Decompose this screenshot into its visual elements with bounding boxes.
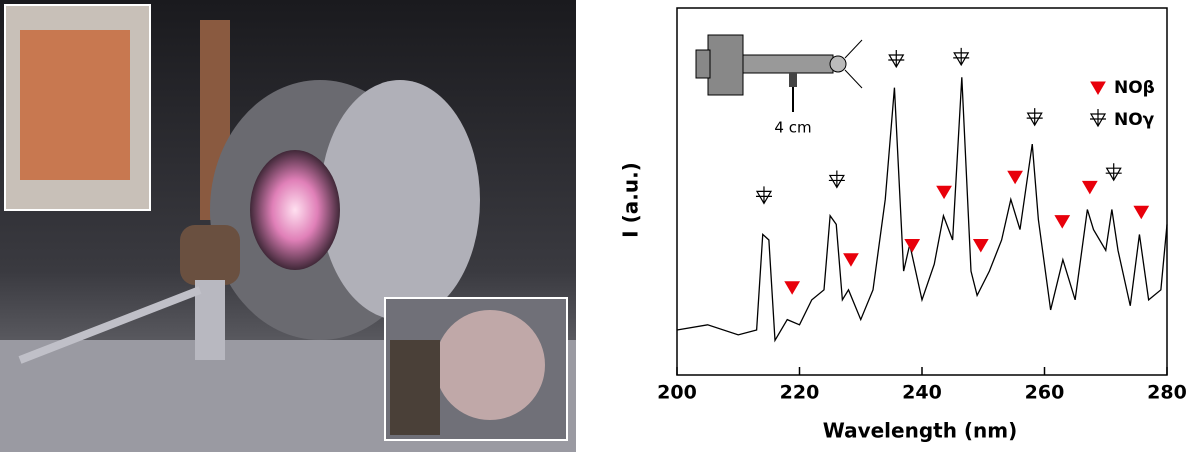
x-tick-label: 220 xyxy=(780,382,820,404)
chamber-window xyxy=(435,310,545,420)
legend-label: NOβ xyxy=(1114,78,1155,98)
page-body: {"chart_data": {"type": "line", "xlabel"… xyxy=(0,0,1197,452)
band-marker xyxy=(953,48,969,65)
torch-tube xyxy=(743,55,833,73)
band-marker xyxy=(905,240,919,252)
photo xyxy=(0,0,576,452)
band-marker xyxy=(1083,181,1097,193)
band-marker xyxy=(1008,171,1022,183)
band-marker xyxy=(1134,206,1148,218)
plasma-glow xyxy=(250,150,340,270)
nozzle xyxy=(180,225,240,285)
chart: 4 cm Wavelength (nm) I (a.u.) 200 220 240 2… xyxy=(619,8,1187,443)
inset-diagram: 4 cm xyxy=(696,35,862,137)
x-tick-label: 240 xyxy=(902,382,942,404)
page: body { margin: 0; width: 1197px; height:… xyxy=(0,0,1197,452)
band-marker xyxy=(829,170,845,187)
band-marker xyxy=(888,50,904,67)
copper-electrode xyxy=(20,30,130,180)
torch-tip xyxy=(830,56,846,72)
legend-label: NOγ xyxy=(1114,110,1155,130)
plume-line xyxy=(845,40,862,58)
band-marker xyxy=(1106,163,1122,180)
legend-marker xyxy=(1090,109,1106,126)
x-tick-label: 200 xyxy=(657,382,697,404)
x-axis-label: Wavelength (nm) xyxy=(823,419,1018,443)
spectrum-line xyxy=(677,77,1167,340)
probe xyxy=(789,73,797,87)
inset-label: 4 cm xyxy=(774,119,811,137)
torch-body xyxy=(708,35,743,95)
x-tick-label: 280 xyxy=(1147,382,1187,404)
x-tick-label: 260 xyxy=(1025,382,1065,404)
plume-line xyxy=(845,70,862,88)
band-marker xyxy=(785,282,799,294)
torch-cap xyxy=(696,50,710,78)
y-axis-label: I (a.u.) xyxy=(619,162,643,238)
figure: 4 cm Wavelength (nm) I (a.u.) 200 220 240 2… xyxy=(0,0,1197,452)
band-marker xyxy=(937,186,951,198)
band-marker xyxy=(844,254,858,266)
band-marker xyxy=(756,186,772,203)
band-marker xyxy=(1055,216,1069,228)
band-marker xyxy=(974,240,988,252)
chamber xyxy=(320,80,480,320)
inset-nozzle xyxy=(390,340,440,435)
legend-marker xyxy=(1091,82,1105,94)
band-marker xyxy=(1027,108,1043,125)
